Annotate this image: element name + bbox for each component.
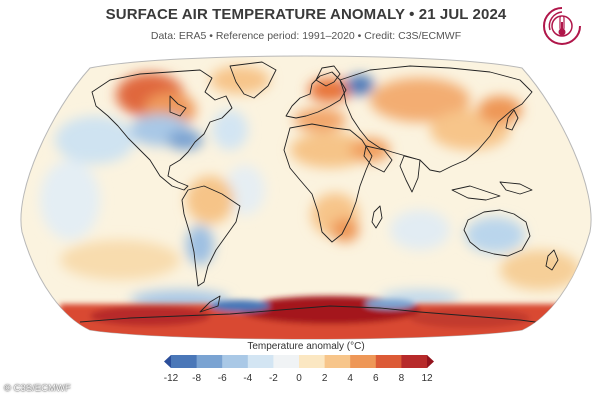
legend-swatch <box>299 355 326 368</box>
legend-tick-label: -12 <box>163 373 179 384</box>
legend-swatch <box>427 355 434 368</box>
legend-tick-label: 4 <box>347 373 353 384</box>
anomaly-field <box>40 61 580 339</box>
color-scale-bar <box>164 355 434 368</box>
legend-swatch <box>164 355 171 368</box>
image-credit: © C3S/ECMWF <box>4 383 71 394</box>
legend-tick-label: -4 <box>243 373 253 384</box>
legend-tick-label: -6 <box>217 373 227 384</box>
legend-tick-label: 12 <box>421 373 433 384</box>
legend-tick-label: -8 <box>192 373 202 384</box>
thermometer-logo-icon <box>543 7 581 45</box>
legend-swatch <box>171 355 198 368</box>
legend-swatch <box>375 355 402 368</box>
legend-tick-label: 6 <box>373 373 379 384</box>
legend-swatch <box>273 355 300 368</box>
legend-tick-label: 8 <box>398 373 405 384</box>
legend-title: Temperature anomaly (°C) <box>247 341 365 352</box>
legend-swatch <box>401 355 428 368</box>
page-subtitle: Data: ERA5 • Reference period: 1991–2020… <box>150 30 462 42</box>
legend-swatch <box>324 355 351 368</box>
legend-tick-label: 0 <box>296 373 302 384</box>
coastlines <box>79 61 559 325</box>
legend-swatch <box>350 355 377 368</box>
legend-swatch <box>222 355 249 368</box>
legend-tick-label: -2 <box>268 373 278 384</box>
page-title: SURFACE AIR TEMPERATURE ANOMALY • 21 JUL… <box>105 6 507 23</box>
legend-swatch <box>247 355 274 368</box>
legend-tick-label: 2 <box>321 373 328 384</box>
legend-swatch <box>196 355 223 368</box>
